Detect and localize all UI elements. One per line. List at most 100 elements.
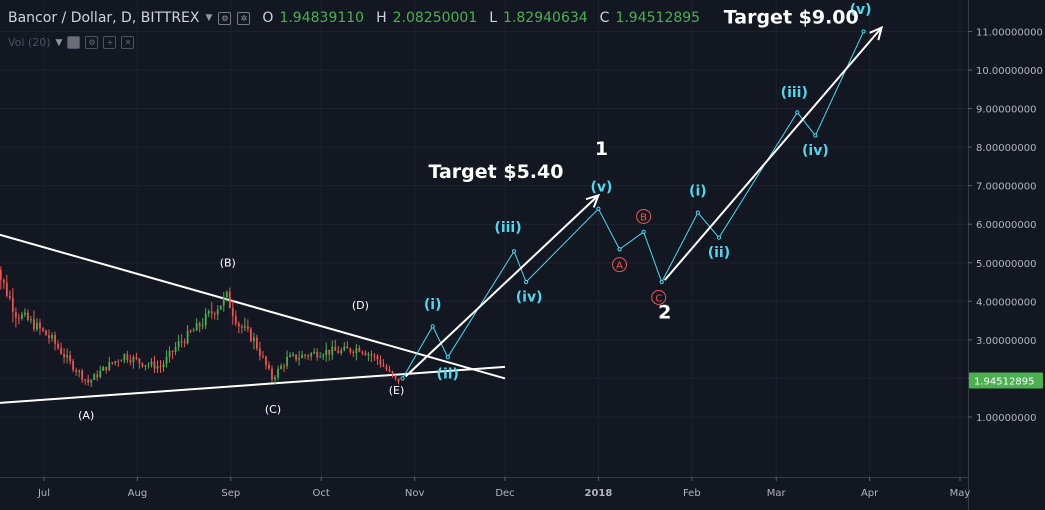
candle-body: [274, 377, 276, 380]
price-tick-label: 8.00000000: [976, 143, 1036, 154]
candle: [30, 315, 32, 324]
candle: [382, 359, 385, 368]
candle: [123, 353, 126, 364]
candle: [262, 350, 264, 359]
candle-body: [90, 379, 93, 383]
impulse-wave-label: (iii): [781, 85, 808, 101]
corrective-wave-label: A: [612, 257, 628, 273]
close-icon[interactable]: ✕: [121, 36, 135, 49]
candle-body: [168, 350, 171, 357]
candle-body: [96, 374, 99, 378]
candle-body: [147, 364, 150, 366]
target-arrow-line: [404, 194, 600, 378]
candle: [117, 359, 120, 367]
candle: [11, 288, 14, 323]
chevron-down-icon[interactable]: ▼: [205, 13, 213, 23]
eye-icon[interactable]: [67, 36, 81, 49]
wave-point: [400, 376, 405, 381]
volume-indicator-header: Vol (20) ▼ ⚙ + ✕: [8, 36, 135, 49]
candle-body: [14, 311, 17, 318]
candle: [129, 354, 132, 366]
candle: [2, 278, 5, 289]
candle-body: [256, 337, 258, 349]
candle-body: [298, 357, 301, 360]
corrective-letter: A: [616, 261, 623, 272]
candle: [246, 319, 249, 333]
open-label: O: [262, 10, 274, 26]
plus-icon[interactable]: +: [103, 36, 117, 49]
candle: [388, 365, 391, 373]
candle-body: [271, 368, 273, 380]
settings-icon[interactable]: ⚙: [85, 36, 99, 49]
candle: [108, 356, 111, 372]
candle-body: [81, 370, 84, 380]
wave-point: [445, 355, 450, 360]
candle-body: [153, 361, 156, 369]
candle: [385, 363, 388, 372]
corrective-letter: C: [655, 293, 662, 304]
corrective-letter: B: [640, 212, 647, 223]
candle-body: [63, 353, 65, 358]
price-tick-label: 5.00000000: [976, 259, 1036, 270]
price-axis-panel: [968, 0, 1045, 510]
candle: [17, 313, 20, 325]
candle: [358, 345, 361, 353]
triangle-upper-line: [0, 233, 506, 380]
candle: [45, 329, 47, 336]
candle-body: [93, 374, 96, 380]
candle-body: [289, 355, 291, 357]
candle: [144, 365, 147, 371]
candle-body: [253, 337, 255, 342]
candle-body: [195, 323, 198, 331]
wave-point: [861, 29, 866, 34]
candle-body: [358, 347, 361, 352]
candle-body: [120, 360, 123, 362]
wave-point: [596, 206, 601, 211]
chevron-down-icon[interactable]: ▼: [55, 37, 63, 48]
candle: [271, 365, 273, 383]
candle-body: [262, 355, 264, 357]
candle-body: [129, 360, 132, 363]
volume-label[interactable]: Vol (20): [8, 36, 51, 49]
price-tick-label: 11.00000000: [976, 27, 1043, 38]
candle: [295, 354, 297, 362]
candle: [243, 317, 246, 332]
candle-body: [144, 365, 147, 367]
candle-body: [222, 296, 225, 306]
candle: [5, 274, 8, 298]
candle: [14, 307, 17, 328]
candle-body: [45, 330, 47, 336]
candle-body: [27, 312, 29, 321]
candle-body: [189, 330, 192, 332]
candle-body: [243, 326, 246, 328]
candle-body: [286, 356, 288, 366]
settings-icon[interactable]: ⚙: [218, 11, 232, 25]
time-tick-label: Dec: [495, 488, 514, 499]
candle-body: [174, 347, 177, 352]
candle-body: [240, 326, 243, 328]
candle-body: [2, 279, 5, 283]
candle-body: [84, 379, 87, 381]
gear-icon[interactable]: ✲: [237, 11, 251, 25]
candle: [189, 329, 192, 334]
candle-body: [304, 354, 307, 356]
triangle-wave-label: (B): [220, 257, 236, 270]
candle-body: [376, 355, 379, 360]
price-tick-label: 7.00000000: [976, 182, 1036, 193]
candle: [0, 266, 2, 290]
candle-body: [292, 354, 294, 356]
candle-body: [39, 322, 41, 329]
candle: [84, 378, 87, 385]
symbol-title[interactable]: Bancor / Dollar, D, BITTREX: [8, 10, 200, 26]
candle-body: [201, 325, 204, 327]
time-tick-label: May: [950, 488, 971, 499]
candle: [60, 342, 62, 355]
corrective-circle: [651, 289, 667, 305]
impulse-wave-label: (i): [424, 297, 442, 313]
candle: [361, 350, 364, 356]
wave-point: [716, 235, 722, 240]
candle-body: [36, 322, 38, 330]
wave-point: [511, 249, 517, 254]
